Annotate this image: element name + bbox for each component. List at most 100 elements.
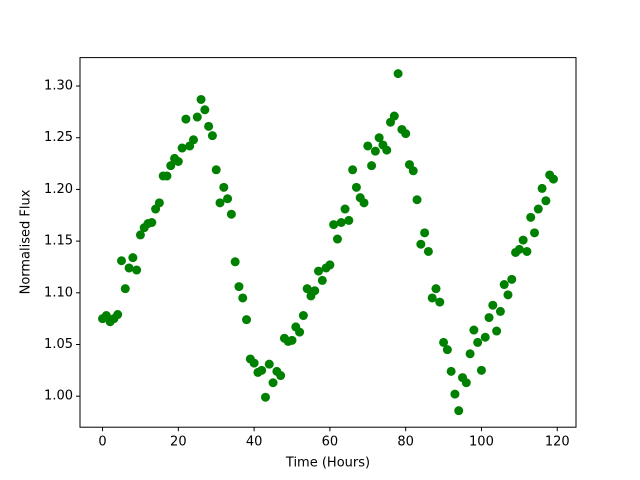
point xyxy=(382,145,392,155)
x-tick-label: 120 xyxy=(545,435,570,450)
point xyxy=(249,358,259,368)
point xyxy=(370,146,380,156)
point xyxy=(537,183,547,193)
point xyxy=(499,280,509,290)
point xyxy=(359,198,369,208)
point xyxy=(541,196,551,206)
point xyxy=(116,256,126,266)
x-tick-label: 20 xyxy=(170,435,187,450)
point xyxy=(431,284,441,294)
point xyxy=(200,105,210,115)
x-tick-label: 100 xyxy=(469,435,494,450)
point xyxy=(461,378,471,388)
point xyxy=(503,290,513,300)
point xyxy=(351,182,361,192)
plot-area xyxy=(98,69,558,416)
point xyxy=(332,234,342,244)
point xyxy=(423,246,433,256)
point xyxy=(484,313,494,323)
point xyxy=(124,263,134,273)
point xyxy=(242,315,252,325)
point xyxy=(548,174,558,184)
point xyxy=(427,293,437,303)
point xyxy=(389,111,399,121)
point xyxy=(181,114,191,124)
point xyxy=(454,406,464,416)
point xyxy=(230,257,240,267)
point xyxy=(465,349,475,359)
y-tick-label: 1.30 xyxy=(44,79,73,94)
point xyxy=(234,282,244,292)
point xyxy=(268,378,278,388)
point xyxy=(340,204,350,214)
point xyxy=(173,157,183,167)
point xyxy=(260,392,270,402)
point xyxy=(223,194,233,204)
point xyxy=(257,365,267,375)
point xyxy=(295,327,305,337)
point xyxy=(207,131,217,141)
point xyxy=(439,337,449,347)
point xyxy=(533,204,543,214)
point xyxy=(446,366,456,376)
point xyxy=(435,297,445,307)
point xyxy=(526,212,536,222)
x-tick-label: 40 xyxy=(246,435,263,450)
point xyxy=(314,266,324,276)
point xyxy=(166,161,176,171)
point xyxy=(507,274,517,284)
point xyxy=(132,265,142,275)
y-tick-label: 1.10 xyxy=(44,285,73,300)
y-axis-label: Normalised Flux xyxy=(19,189,34,294)
point xyxy=(473,337,483,347)
point xyxy=(317,275,327,285)
x-axis-label: Time (Hours) xyxy=(285,456,370,471)
point xyxy=(514,244,524,254)
point xyxy=(530,228,540,238)
point xyxy=(219,182,229,192)
axes-frame xyxy=(79,57,577,428)
point xyxy=(264,359,274,369)
point xyxy=(177,143,187,153)
point xyxy=(298,311,308,321)
point xyxy=(325,260,335,270)
point xyxy=(442,345,452,355)
point xyxy=(302,284,312,294)
point xyxy=(196,94,206,104)
y-tick-label: 1.00 xyxy=(44,389,73,404)
x-tick-label: 0 xyxy=(98,435,106,450)
point xyxy=(393,69,403,79)
point xyxy=(408,166,418,176)
point xyxy=(367,161,377,171)
point xyxy=(469,325,479,335)
point xyxy=(336,217,346,227)
point xyxy=(135,230,145,240)
point xyxy=(374,133,384,143)
y-tick-label: 1.25 xyxy=(44,130,73,145)
point xyxy=(238,293,248,303)
y-tick-label: 1.15 xyxy=(44,234,73,249)
point xyxy=(188,135,198,145)
point xyxy=(348,165,358,175)
point xyxy=(495,306,505,316)
point xyxy=(518,235,528,245)
point xyxy=(215,198,225,208)
point xyxy=(128,253,138,263)
y-tick-label: 1.20 xyxy=(44,182,73,197)
point xyxy=(276,371,286,381)
point xyxy=(329,220,339,230)
point xyxy=(450,389,460,399)
point xyxy=(522,246,532,256)
point xyxy=(363,141,373,151)
point xyxy=(162,171,172,181)
point xyxy=(488,300,498,310)
x-tick-label: 80 xyxy=(397,435,414,450)
point xyxy=(147,217,157,227)
point xyxy=(204,121,214,131)
point xyxy=(120,284,130,294)
point xyxy=(401,129,411,139)
point xyxy=(416,239,426,249)
x-tick-label: 60 xyxy=(322,435,339,450)
